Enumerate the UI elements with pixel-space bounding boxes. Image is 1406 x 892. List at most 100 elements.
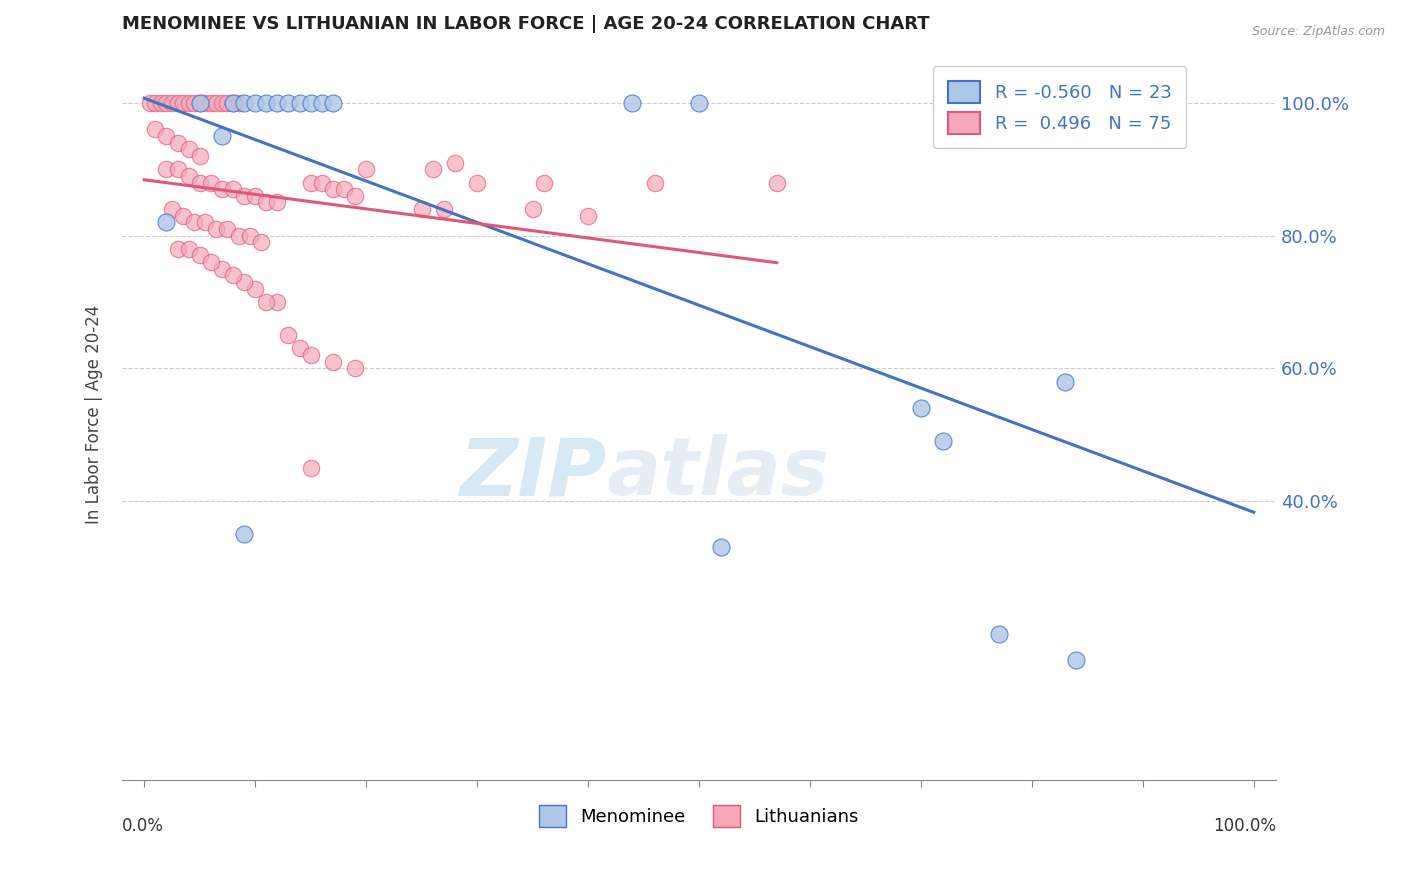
Point	[254, 294, 277, 309]
Point	[444, 155, 467, 169]
Point	[333, 182, 356, 196]
Point	[183, 95, 205, 110]
Point	[322, 182, 344, 196]
Point	[354, 162, 377, 177]
Point	[211, 182, 233, 196]
Point	[143, 122, 166, 136]
Point	[266, 294, 288, 309]
Point	[166, 95, 188, 110]
Point	[211, 95, 233, 110]
Point	[322, 354, 344, 368]
Point	[183, 215, 205, 229]
Point	[155, 95, 177, 110]
Point	[188, 95, 211, 110]
Point	[155, 129, 177, 144]
Point	[932, 434, 955, 449]
Point	[233, 95, 256, 110]
Point	[266, 195, 288, 210]
Point	[166, 136, 188, 150]
Point	[245, 282, 267, 296]
Point	[222, 268, 245, 283]
Point	[1021, 95, 1043, 110]
Point	[222, 182, 245, 196]
Point	[143, 95, 166, 110]
Point	[217, 222, 239, 236]
Point	[200, 176, 222, 190]
Point	[177, 169, 200, 183]
Point	[311, 95, 333, 110]
Text: 0.0%: 0.0%	[122, 817, 165, 835]
Point	[987, 626, 1010, 640]
Point	[621, 95, 644, 110]
Point	[266, 95, 288, 110]
Point	[288, 342, 311, 356]
Point	[155, 215, 177, 229]
Point	[205, 222, 228, 236]
Point	[222, 95, 245, 110]
Point	[254, 95, 277, 110]
Point	[188, 248, 211, 262]
Point	[299, 95, 322, 110]
Point	[254, 195, 277, 210]
Point	[211, 129, 233, 144]
Point	[277, 95, 299, 110]
Point	[177, 242, 200, 256]
Point	[411, 202, 433, 216]
Point	[188, 176, 211, 190]
Point	[288, 95, 311, 110]
Point	[233, 275, 256, 289]
Point	[765, 176, 787, 190]
Text: 100.0%: 100.0%	[1213, 817, 1277, 835]
Point	[228, 228, 250, 243]
Point	[222, 95, 245, 110]
Point	[522, 202, 544, 216]
Point	[277, 328, 299, 343]
Point	[576, 209, 599, 223]
Point	[200, 95, 222, 110]
Point	[688, 95, 710, 110]
Point	[299, 176, 322, 190]
Point	[299, 348, 322, 362]
Point	[177, 95, 200, 110]
Y-axis label: In Labor Force | Age 20-24: In Labor Force | Age 20-24	[86, 305, 103, 524]
Text: ZIP: ZIP	[460, 434, 607, 512]
Point	[422, 162, 444, 177]
Point	[177, 142, 200, 156]
Point	[194, 95, 217, 110]
Point	[311, 176, 333, 190]
Text: Source: ZipAtlas.com: Source: ZipAtlas.com	[1251, 25, 1385, 38]
Point	[245, 95, 267, 110]
Point	[155, 162, 177, 177]
Point	[239, 228, 262, 243]
Point	[299, 460, 322, 475]
Point	[217, 95, 239, 110]
Point	[139, 95, 162, 110]
Point	[166, 242, 188, 256]
Point	[1064, 653, 1087, 667]
Point	[322, 95, 344, 110]
Point	[166, 162, 188, 177]
Point	[245, 188, 267, 202]
Point	[160, 95, 183, 110]
Point	[249, 235, 271, 250]
Point	[233, 527, 256, 541]
Point	[200, 255, 222, 269]
Point	[149, 95, 172, 110]
Legend: Menominee, Lithuanians: Menominee, Lithuanians	[530, 797, 868, 837]
Point	[710, 541, 733, 555]
Point	[910, 401, 932, 415]
Point	[228, 95, 250, 110]
Point	[344, 361, 367, 376]
Point	[433, 202, 456, 216]
Point	[160, 202, 183, 216]
Point	[172, 95, 194, 110]
Point	[188, 95, 211, 110]
Point	[233, 188, 256, 202]
Point	[211, 261, 233, 276]
Point	[533, 176, 555, 190]
Text: atlas: atlas	[607, 434, 830, 512]
Text: MENOMINEE VS LITHUANIAN IN LABOR FORCE | AGE 20-24 CORRELATION CHART: MENOMINEE VS LITHUANIAN IN LABOR FORCE |…	[122, 15, 929, 33]
Point	[188, 149, 211, 163]
Point	[205, 95, 228, 110]
Point	[465, 176, 488, 190]
